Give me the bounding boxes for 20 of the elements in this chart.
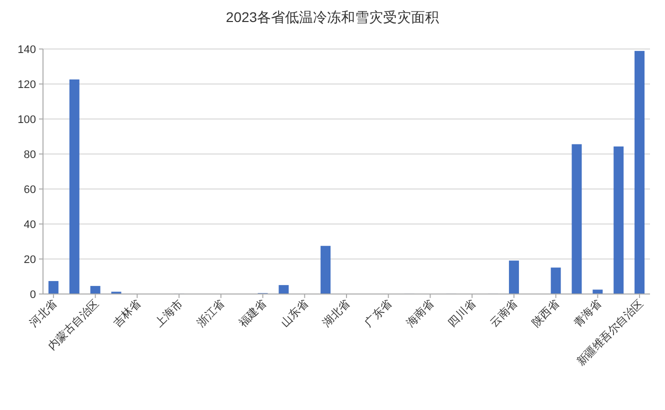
- chart-title: 2023各省低温冷冻和雪灾受灾面积: [226, 9, 440, 25]
- y-tick-label: 120: [18, 79, 36, 91]
- x-tick-label: 湖北省: [320, 296, 353, 330]
- x-tick-label: 山东省: [278, 296, 311, 330]
- x-tick-label: 云南省: [488, 296, 520, 330]
- y-tick-label: 80: [24, 149, 36, 161]
- x-tick-label: 青海省: [571, 296, 604, 330]
- x-tick-label: 广东省: [362, 296, 394, 330]
- x-tick-label: 陕西省: [529, 296, 562, 330]
- x-tick-label: 上海市: [152, 296, 186, 330]
- x-tick-label: 福建省: [236, 296, 269, 330]
- y-tick-label: 100: [18, 114, 36, 126]
- y-tick-label: 20: [24, 254, 36, 266]
- y-tick-label: 40: [24, 219, 36, 231]
- x-tick-label: 海南省: [404, 296, 436, 330]
- y-tick-label: 140: [18, 44, 36, 56]
- x-tick-label: 吉林省: [110, 296, 144, 330]
- x-tick-label: 浙江省: [194, 296, 228, 330]
- x-tick-label: 四川省: [446, 296, 478, 330]
- y-tick-label: 60: [24, 184, 36, 196]
